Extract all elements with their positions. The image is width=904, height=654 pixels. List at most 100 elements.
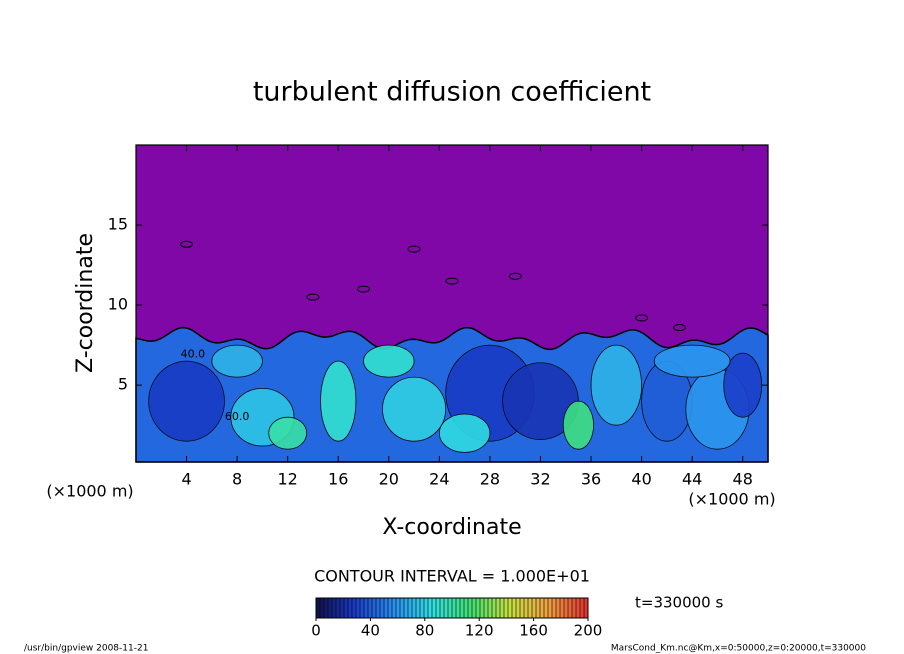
- x-tick-label: 28: [480, 470, 500, 489]
- colorbar-cell: [316, 598, 321, 618]
- colorbar-cell: [432, 598, 437, 618]
- colorbar-cell: [436, 598, 441, 618]
- plot-frame: [135, 144, 769, 463]
- colorbar-tick-label: 120: [465, 622, 494, 640]
- y-unit-label: (×1000 m): [46, 482, 133, 501]
- colorbar-tick-label: 200: [574, 622, 603, 640]
- colorbar-cell: [476, 598, 481, 618]
- colorbar-cell: [396, 598, 401, 618]
- eddy-outline: [306, 293, 320, 301]
- colorbar-cell: [348, 598, 353, 618]
- colorbar-cell: [544, 598, 549, 618]
- colorbar-cell: [472, 598, 477, 618]
- colorbar-cell: [352, 598, 357, 618]
- time-label: t=330000 s: [635, 594, 723, 612]
- colorbar-cell: [384, 598, 389, 618]
- colorbar-cell: [504, 598, 509, 618]
- colorbar-cell: [524, 598, 529, 618]
- x-tick-label: 44: [682, 470, 702, 489]
- colorbar-cell: [388, 598, 393, 618]
- eddy-outline: [180, 240, 194, 248]
- contour-label: 40.0: [181, 348, 206, 361]
- colorbar-cell: [428, 598, 433, 618]
- eddy: [320, 360, 357, 442]
- colorbar-cell: [540, 598, 545, 618]
- colorbar-cell: [368, 598, 373, 618]
- y-axis-label: Z-coordinate: [73, 233, 98, 373]
- colorbar-cell: [512, 598, 517, 618]
- y-tick-label: 10: [108, 295, 128, 314]
- colorbar-cell: [356, 598, 361, 618]
- colorbar-cell: [424, 598, 429, 618]
- colorbar-cell: [520, 598, 525, 618]
- colorbar-tick-label: 160: [519, 622, 548, 640]
- eddy: [438, 413, 491, 453]
- eddy: [268, 416, 308, 450]
- colorbar-cell: [328, 598, 333, 618]
- colorbar-cell: [480, 598, 485, 618]
- contour-interval: CONTOUR INTERVAL = 1.000E+01: [314, 567, 590, 586]
- x-tick-label: 32: [530, 470, 550, 489]
- contour-label: 60.0: [225, 410, 250, 423]
- eddy: [382, 376, 447, 442]
- y-tick-label: 15: [108, 215, 128, 234]
- colorbar-cell: [372, 598, 377, 618]
- colorbar-cell: [532, 598, 537, 618]
- eddy-outline: [407, 245, 421, 253]
- colorbar-frame: [315, 597, 589, 619]
- colorbar-cell: [376, 598, 381, 618]
- x-tick-label: 48: [733, 470, 753, 489]
- eddy: [211, 344, 263, 378]
- colorbar-cell: [468, 598, 473, 618]
- colorbar-cell: [460, 598, 465, 618]
- eddy-outline: [635, 314, 649, 322]
- colorbar-cell: [500, 598, 505, 618]
- colorbar-cell: [408, 598, 413, 618]
- x-unit-label: (×1000 m): [688, 490, 775, 509]
- colorbar-cell: [456, 598, 461, 618]
- x-tick-label: 8: [232, 470, 242, 489]
- footer-right: MarsCond_Km.nc@Km,x=0:50000,z=0:20000,t=…: [611, 644, 866, 654]
- colorbar-cell: [380, 598, 385, 618]
- colorbar-cell: [364, 598, 369, 618]
- x-axis-label: X-coordinate: [382, 515, 521, 540]
- x-tick-label: 16: [328, 470, 348, 489]
- colorbar-cell: [412, 598, 417, 618]
- colorbar-cell: [404, 598, 409, 618]
- eddy: [590, 344, 642, 426]
- colorbar-cell: [528, 598, 533, 618]
- colorbar-cell: [400, 598, 405, 618]
- colorbar-cell: [344, 598, 349, 618]
- colorbar-cell: [536, 598, 541, 618]
- colorbar-cell: [516, 598, 521, 618]
- eddy-outline: [357, 285, 371, 293]
- chart-title: turbulent diffusion coefficient: [253, 77, 651, 108]
- eddy: [148, 360, 225, 442]
- colorbar-tick-label: 40: [361, 622, 380, 640]
- colorbar-cell: [332, 598, 337, 618]
- colorbar-cell: [420, 598, 425, 618]
- x-tick-label: 36: [581, 470, 601, 489]
- colorbar-cell: [340, 598, 345, 618]
- colorbar-tick-label: 0: [311, 622, 321, 640]
- colorbar-cell: [324, 598, 329, 618]
- colorbar-cell: [360, 598, 365, 618]
- colorbar-cell: [552, 598, 557, 618]
- colorbar-cell: [508, 598, 513, 618]
- colorbar-tick-label: 80: [415, 622, 434, 640]
- colorbar-cell: [484, 598, 489, 618]
- colorbar-cell: [548, 598, 553, 618]
- colorbar-cell: [564, 598, 569, 618]
- x-tick-label: 24: [429, 470, 449, 489]
- eddy-outline: [508, 272, 522, 280]
- y-tick-label: 5: [118, 375, 128, 394]
- colorbar-cell: [496, 598, 501, 618]
- colorbar-cell: [492, 598, 497, 618]
- colorbar-cell: [560, 598, 565, 618]
- colorbar-cell: [464, 598, 469, 618]
- footer-left: /usr/bin/gpview 2008-11-21: [24, 644, 148, 654]
- colorbar-cell: [392, 598, 397, 618]
- x-tick-label: 12: [278, 470, 298, 489]
- colorbar-cell: [448, 598, 453, 618]
